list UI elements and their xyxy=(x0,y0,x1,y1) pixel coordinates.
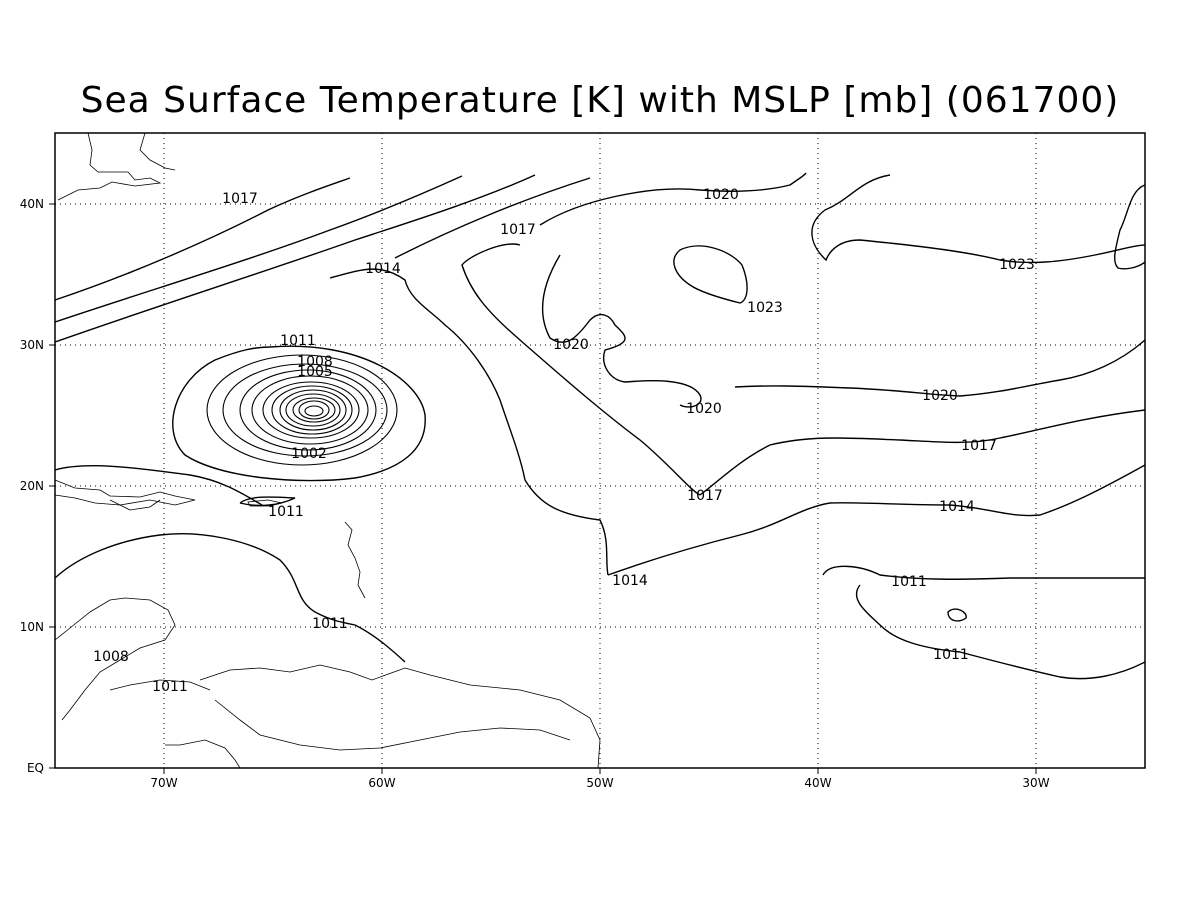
contour-nw-3 xyxy=(54,174,536,343)
contour-1011-low xyxy=(172,345,426,482)
lat-tick-label: 10N xyxy=(20,620,44,634)
contour-label: 1008 xyxy=(297,354,333,370)
contour-label: 1005 xyxy=(297,364,333,380)
contour-label: 1023 xyxy=(747,300,783,316)
contour-1011-se xyxy=(822,565,1145,580)
contour-label: 1020 xyxy=(703,187,739,203)
coastline-new-england xyxy=(139,132,176,171)
contour-inner-5 xyxy=(285,393,341,427)
contour-1002 xyxy=(239,369,377,451)
lat-tick-label: 30N xyxy=(20,338,44,352)
map-title: Sea Surface Temperature [K] with MSLP [m… xyxy=(80,80,1120,121)
contour-inner-6 xyxy=(292,397,336,423)
lat-tick-label: EQ xyxy=(27,761,44,775)
contour-1020-east xyxy=(734,339,1146,397)
mslp-contours xyxy=(54,172,1146,680)
contour-inner-3 xyxy=(271,385,353,435)
coastline-hispaniola xyxy=(109,499,161,511)
contour-label: 1008 xyxy=(93,649,129,665)
contour-1017-nw xyxy=(54,177,351,301)
coastline-south-america-interior xyxy=(214,699,571,751)
contour-label: 1017 xyxy=(687,488,723,504)
coastlines xyxy=(54,132,601,769)
coastline-cuba xyxy=(54,479,196,506)
contour-label: 1011 xyxy=(268,504,304,520)
contour-label: 1017 xyxy=(222,191,258,207)
contour-label: 1023 xyxy=(999,257,1035,273)
contour-label: 1020 xyxy=(922,388,958,404)
coastline-venezuela xyxy=(199,664,601,769)
contour-labels: 1017 1014 1011 1008 1005 1002 1017 1020 … xyxy=(93,187,1035,695)
contour-1020-inner xyxy=(542,254,702,408)
contour-1011-west xyxy=(54,465,263,506)
contour-label: 1011 xyxy=(891,574,927,590)
contour-small-closed xyxy=(947,608,967,622)
tick-marks xyxy=(49,203,1037,774)
contour-label: 1011 xyxy=(280,333,316,349)
lat-tick-labels: EQ 10N 20N 30N 40N xyxy=(20,197,44,775)
contour-1020-north xyxy=(539,172,807,226)
lon-tick-label: 70W xyxy=(150,776,177,790)
contour-1023-closed xyxy=(673,245,748,304)
contour-label: 1002 xyxy=(291,446,327,462)
contour-inner-2 xyxy=(262,381,360,439)
contour-inner-8 xyxy=(304,405,324,417)
contour-ne-extra xyxy=(1113,184,1146,270)
contour-inner-7 xyxy=(298,400,330,420)
coastline-colombia xyxy=(54,597,176,721)
contour-1011-lower xyxy=(855,584,1146,680)
contour-label: 1011 xyxy=(312,616,348,632)
contour-label: 1011 xyxy=(933,647,969,663)
contour-label: 1014 xyxy=(612,573,648,589)
contour-1008 xyxy=(206,354,398,466)
coastline-north-america xyxy=(57,132,162,201)
contour-label: 1017 xyxy=(961,438,997,454)
contour-label: 1014 xyxy=(365,261,401,277)
contour-nw-band xyxy=(394,177,591,259)
lon-tick-label: 40W xyxy=(804,776,831,790)
contour-1005 xyxy=(222,363,388,457)
lon-tick-labels: 70W 60W 50W 40W 30W xyxy=(150,776,1049,790)
coastline-central-america xyxy=(165,739,241,769)
contour-nw-2 xyxy=(54,175,463,323)
contour-1014-north xyxy=(329,268,609,576)
contour-1014-east xyxy=(607,464,1146,576)
lon-tick-label: 30W xyxy=(1022,776,1049,790)
contour-label: 1020 xyxy=(686,401,722,417)
contour-1011-band xyxy=(239,496,296,507)
contour-inner-4 xyxy=(279,389,347,431)
contour-1011-south xyxy=(54,533,406,663)
contour-label: 1017 xyxy=(500,222,536,238)
graticule xyxy=(55,133,1145,768)
contour-label: 1014 xyxy=(939,499,975,515)
coastline-caribbean-coast xyxy=(109,679,211,691)
contour-inner-1 xyxy=(251,375,369,445)
coastline-lesser-antilles xyxy=(344,521,366,599)
lon-tick-label: 50W xyxy=(586,776,613,790)
lat-tick-label: 20N xyxy=(20,479,44,493)
contour-1017-se xyxy=(699,409,1146,496)
low-core-contours xyxy=(206,354,398,466)
contour-1017-east xyxy=(461,243,701,496)
lon-tick-label: 60W xyxy=(368,776,395,790)
contour-label: 1011 xyxy=(152,679,188,695)
lat-tick-label: 40N xyxy=(20,197,44,211)
contour-1023-ne xyxy=(811,174,1146,264)
contour-label: 1020 xyxy=(553,337,589,353)
